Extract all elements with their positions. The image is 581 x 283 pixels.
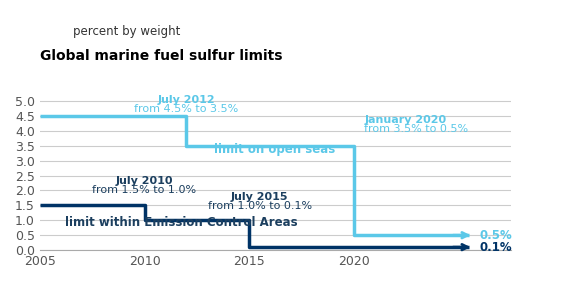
Text: July 2015: July 2015: [231, 192, 288, 202]
Text: from 3.5% to 0.5%: from 3.5% to 0.5%: [364, 124, 468, 134]
Text: Global marine fuel sulfur limits: Global marine fuel sulfur limits: [40, 49, 282, 63]
Text: 0.5%: 0.5%: [479, 229, 512, 242]
Text: 0.1%: 0.1%: [479, 241, 512, 254]
Text: limit within Emission Control Areas: limit within Emission Control Areas: [65, 216, 297, 229]
Text: limit on open seas: limit on open seas: [214, 143, 335, 156]
Text: from 4.5% to 3.5%: from 4.5% to 3.5%: [134, 104, 239, 114]
Text: July 2012: July 2012: [157, 95, 215, 106]
Text: from 1.0% to 0.1%: from 1.0% to 0.1%: [207, 201, 312, 211]
Text: from 1.5% to 1.0%: from 1.5% to 1.0%: [92, 185, 196, 195]
Text: July 2010: July 2010: [116, 176, 173, 186]
Text: percent by weight: percent by weight: [73, 25, 180, 38]
Text: January 2020: January 2020: [364, 115, 447, 125]
